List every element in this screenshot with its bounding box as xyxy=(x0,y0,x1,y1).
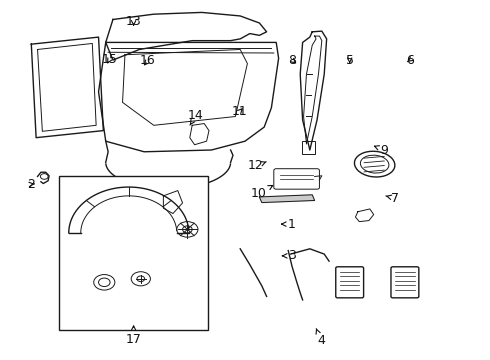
Text: 5: 5 xyxy=(345,54,354,67)
Text: 7: 7 xyxy=(386,192,399,205)
Text: 10: 10 xyxy=(250,185,273,200)
Text: 4: 4 xyxy=(316,329,325,347)
Text: 2: 2 xyxy=(27,178,35,191)
FancyBboxPatch shape xyxy=(336,267,364,298)
Text: 12: 12 xyxy=(247,159,266,172)
FancyBboxPatch shape xyxy=(274,169,319,189)
Text: 13: 13 xyxy=(126,15,142,28)
Text: 11: 11 xyxy=(231,105,247,118)
Text: 14: 14 xyxy=(188,109,204,125)
Text: 1: 1 xyxy=(282,217,296,231)
Ellipse shape xyxy=(361,155,389,173)
Text: 9: 9 xyxy=(374,144,388,157)
Text: 16: 16 xyxy=(140,54,156,67)
Text: 17: 17 xyxy=(125,326,142,346)
Bar xyxy=(302,141,315,153)
Polygon shape xyxy=(259,195,315,203)
FancyBboxPatch shape xyxy=(391,267,419,298)
Text: 6: 6 xyxy=(406,54,414,67)
Text: 8: 8 xyxy=(288,54,296,67)
Bar xyxy=(59,176,208,330)
Ellipse shape xyxy=(354,151,395,177)
Text: 15: 15 xyxy=(101,53,118,66)
Text: 3: 3 xyxy=(282,249,296,262)
